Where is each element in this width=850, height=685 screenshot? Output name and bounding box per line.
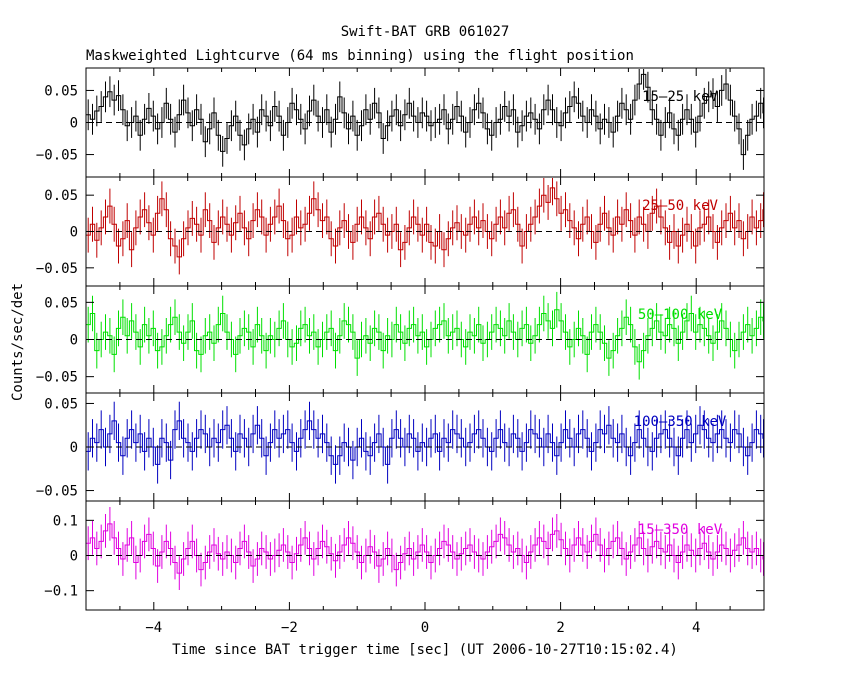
series-line-2 <box>86 309 764 363</box>
band-label: 25–50 keV <box>642 198 718 214</box>
y-tick-label: 0 <box>70 549 78 565</box>
panel-0: −0.05 0 0.05 15–25 keV <box>36 67 765 178</box>
y-tick-label: −0.05 <box>36 370 78 386</box>
x-tick-label: 4 <box>692 620 700 636</box>
panel-1: −0.05 0 0.05 25–50 keV <box>36 176 765 287</box>
y-tick-label: 0.05 <box>44 295 78 311</box>
y-tick-label: −0.05 <box>36 261 78 277</box>
x-tick-label: −2 <box>281 620 298 636</box>
panel-2: −0.05 0 0.05 50–100 keV <box>36 285 765 394</box>
series-line-4 <box>86 523 764 574</box>
series-line-1 <box>86 187 764 258</box>
y-tick-label: 0 <box>70 225 78 241</box>
panel-4: −0.1 0 0.1 15–350 keV <box>44 500 765 611</box>
y-tick-label: −0.05 <box>36 484 78 500</box>
band-label: 15–350 keV <box>638 522 723 538</box>
y-tick-label: 0 <box>70 333 78 349</box>
band-label: 100–350 keV <box>634 414 727 430</box>
band-label: 15–25 keV <box>642 89 718 105</box>
x-tick-label: 0 <box>421 620 429 636</box>
y-tick-label: 0.05 <box>44 396 78 412</box>
y-tick-label: 0.05 <box>44 188 78 204</box>
y-tick-label: 0 <box>70 116 78 132</box>
y-tick-label: −0.1 <box>44 584 78 600</box>
x-axis-label: Time since BAT trigger time [sec] (UT 20… <box>172 642 678 658</box>
panel-3: −0.05 0 0.05 100–350 keV <box>36 392 765 502</box>
y-tick-label: −0.05 <box>36 148 78 164</box>
series-line-0 <box>86 73 764 156</box>
y-axis-label: Counts/sec/det <box>10 283 26 401</box>
x-tick-label: −4 <box>145 620 162 636</box>
x-tick-label: 2 <box>556 620 564 636</box>
chart-title: Swift-BAT GRB 061027 <box>341 24 510 40</box>
y-tick-label: 0 <box>70 440 78 456</box>
chart-subtitle: Maskweighted Lightcurve (64 ms binning) … <box>86 48 634 64</box>
band-label: 50–100 keV <box>638 307 723 323</box>
y-tick-label: 0.1 <box>53 513 78 529</box>
y-tick-label: 0.05 <box>44 83 78 99</box>
